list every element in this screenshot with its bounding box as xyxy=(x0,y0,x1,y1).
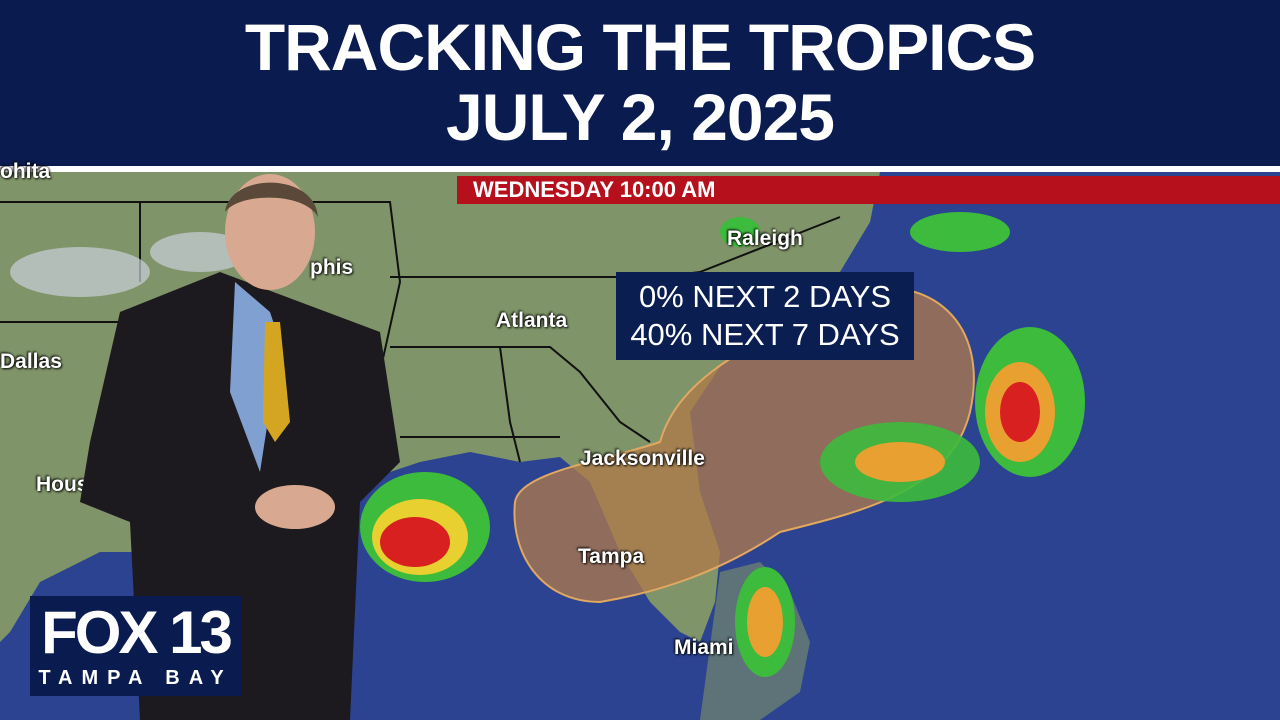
city-label-jacksonville: Jacksonville xyxy=(580,447,705,470)
city-label-houston: Houst xyxy=(36,473,96,496)
probability-2-day: 0% NEXT 2 DAYS xyxy=(638,279,892,314)
city-label-memphis: phis xyxy=(310,256,354,279)
station-logo: FOX 13 TAMPA BAY xyxy=(30,596,241,696)
city-label-topleft: ohita xyxy=(0,160,51,183)
logo-brand: FOX 13 xyxy=(41,599,233,666)
development-probability-box: 0% NEXT 2 DAYS 40% NEXT 7 DAYS xyxy=(616,272,914,360)
title-banner: TRACKING THE TROPICS JULY 2, 2025 xyxy=(0,0,1280,166)
city-label-atlanta: Atlanta xyxy=(496,309,568,332)
city-label-miami: Miami xyxy=(674,636,734,659)
city-label-tampa: Tampa xyxy=(578,545,645,568)
forecast-time-bar: WEDNESDAY 10:00 AM xyxy=(457,176,1280,204)
divider xyxy=(0,166,1280,172)
city-label-raleigh: Raleigh xyxy=(727,227,803,250)
date: JULY 2, 2025 xyxy=(446,80,835,154)
probability-7-day: 40% NEXT 7 DAYS xyxy=(630,317,900,352)
radar-returns xyxy=(10,212,1085,677)
cone-of-development xyxy=(513,286,975,604)
city-label-dallas: Dallas xyxy=(0,350,62,373)
logo-subtitle: TAMPA BAY xyxy=(38,667,233,689)
title: TRACKING THE TROPICS xyxy=(244,10,1036,84)
